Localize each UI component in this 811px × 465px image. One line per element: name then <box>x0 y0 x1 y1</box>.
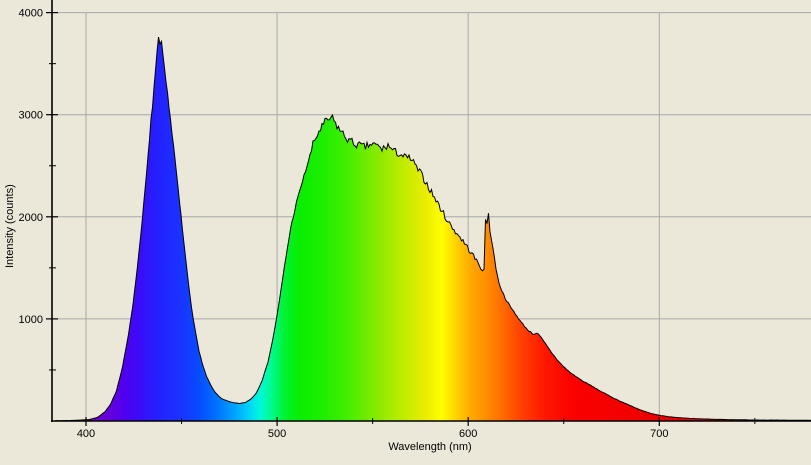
y-tick-label: 3000 <box>19 110 43 122</box>
spectrum-outline <box>52 36 811 422</box>
x-tick-label: 600 <box>459 428 477 440</box>
spectrum-area <box>52 37 811 421</box>
x-tick-label: 700 <box>650 428 668 440</box>
spectrum-fill-path <box>52 37 811 421</box>
tick-labels: 1000 2000 3000 4000 400 500 600 700 <box>19 8 669 440</box>
x-tick-label: 400 <box>77 428 95 440</box>
y-axis-title: Intensity (counts) <box>4 184 16 268</box>
spectrum-outline-path <box>52 36 811 422</box>
tick-marks <box>46 12 756 426</box>
y-tick-label: 4000 <box>19 8 43 20</box>
axes <box>51 0 811 422</box>
y-tick-label: 2000 <box>19 212 43 224</box>
x-tick-label: 500 <box>268 428 286 440</box>
y-tick-label: 1000 <box>19 314 43 326</box>
x-axis-title: Wavelength (nm) <box>388 441 471 453</box>
